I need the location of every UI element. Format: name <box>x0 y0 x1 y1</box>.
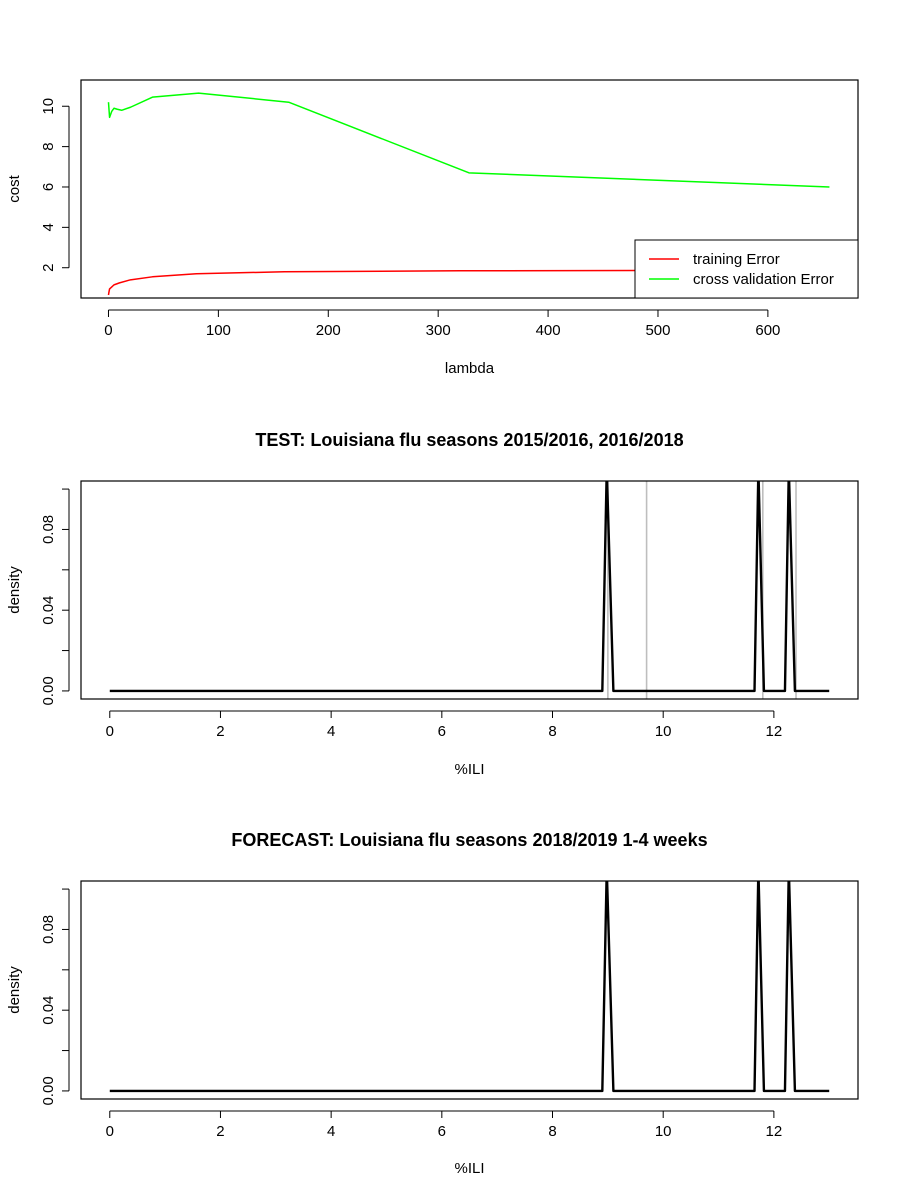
legend-label: training Error <box>693 251 780 268</box>
y-tick-label: 0.08 <box>40 515 57 544</box>
y-tick-label: 6 <box>40 183 57 191</box>
legend-box <box>634 239 859 299</box>
y-axis-title: density <box>6 966 23 1014</box>
y-tick-label: 0.00 <box>40 676 57 705</box>
y-tick-label: 0.00 <box>40 1076 57 1105</box>
cost-vs-lambda-panel: 0 100 200 300 400 500 600 lambda 2 4 6 8 10 cost train… <box>6 79 859 377</box>
plot-frame <box>80 79 859 299</box>
x-tick-label: 6 <box>438 1123 446 1140</box>
x-tick-label: 200 <box>316 322 341 339</box>
x-tick-label: 12 <box>766 1123 783 1140</box>
y-tick-label: 0.08 <box>40 915 57 944</box>
y-tick-label: 0.04 <box>40 996 57 1025</box>
x-tick-label: 0 <box>106 1123 114 1140</box>
series-line-1 <box>107 92 830 188</box>
x-tick-label: 400 <box>536 322 561 339</box>
x-tick-label: 8 <box>548 1123 556 1140</box>
series-line-0 <box>107 269 830 296</box>
chart-title: TEST: Louisiana flu seasons 2015/2016, 2… <box>255 430 683 450</box>
x-axis-title: %ILI <box>454 1160 484 1177</box>
plot-frame <box>80 880 859 1100</box>
x-tick-label: 100 <box>206 322 231 339</box>
series-line-0 <box>109 481 830 693</box>
y-tick-label: 2 <box>40 264 57 272</box>
x-tick-label: 2 <box>216 1123 224 1140</box>
plot-frame <box>80 480 859 700</box>
x-tick-label: 10 <box>655 723 672 740</box>
chart-title: FORECAST: Louisiana flu seasons 2018/201… <box>231 830 707 850</box>
y-tick-label: 10 <box>40 98 57 115</box>
x-tick-label: 600 <box>755 322 780 339</box>
y-tick-label: 0.04 <box>40 596 57 625</box>
x-tick-label: 6 <box>438 723 446 740</box>
x-tick-label: 8 <box>548 723 556 740</box>
x-tick-label: 4 <box>327 723 335 740</box>
x-tick-label: 4 <box>327 1123 335 1140</box>
x-tick-label: 10 <box>655 1123 672 1140</box>
y-tick-label: 4 <box>40 223 57 231</box>
x-tick-label: 300 <box>426 322 451 339</box>
x-tick-label: 0 <box>106 723 114 740</box>
y-axis-title: cost <box>6 174 23 202</box>
test-density-panel: TEST: Louisiana flu seasons 2015/2016, 2… <box>6 430 859 778</box>
x-axis-title: lambda <box>445 360 495 377</box>
y-axis-title: density <box>6 566 23 614</box>
x-tick-label: 12 <box>766 723 783 740</box>
legend-label: cross validation Error <box>693 271 834 288</box>
y-tick-label: 8 <box>40 142 57 150</box>
forecast-density-panel: FORECAST: Louisiana flu seasons 2018/201… <box>6 830 859 1177</box>
x-axis-title: %ILI <box>454 761 484 778</box>
x-tick-label: 500 <box>645 322 670 339</box>
series-line-0 <box>109 881 830 1093</box>
x-tick-label: 2 <box>216 723 224 740</box>
x-tick-label: 0 <box>104 322 112 339</box>
